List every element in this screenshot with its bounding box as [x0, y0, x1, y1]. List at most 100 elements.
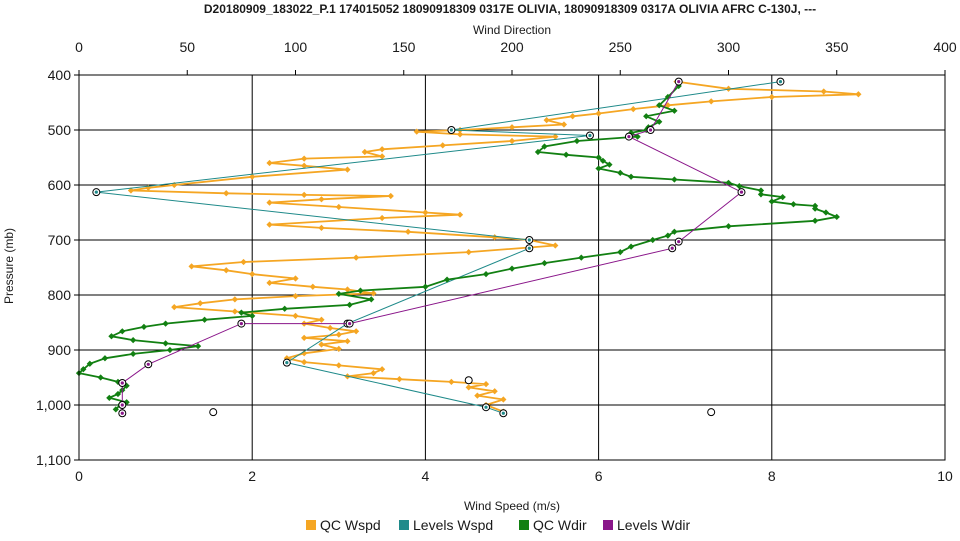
- legend-swatch: [603, 520, 613, 530]
- data-point: [301, 191, 308, 199]
- data-point: [119, 328, 126, 335]
- series-line: [130, 80, 859, 413]
- legend-swatch: [519, 520, 529, 530]
- plot-area-frame: [78, 74, 946, 461]
- series-levels-wdir: [118, 77, 746, 418]
- data-point: [301, 358, 308, 366]
- x2-tick-label: 400: [933, 39, 957, 55]
- data-point: [725, 223, 732, 230]
- data-point: [768, 93, 775, 101]
- level-marker-core: [677, 240, 681, 244]
- data-point: [456, 211, 464, 218]
- level-marker-core: [588, 133, 592, 138]
- bottom-axis-label: Wind Speed (m/s): [464, 499, 560, 513]
- data-point: [448, 378, 455, 386]
- data-point: [630, 105, 637, 113]
- data-point: [266, 199, 273, 206]
- data-point: [353, 328, 360, 335]
- data-point: [292, 312, 299, 320]
- data-point: [335, 203, 342, 211]
- legend-label: Levels Wdir: [617, 517, 690, 533]
- data-point: [508, 137, 516, 145]
- data-point: [223, 190, 230, 197]
- x-tick-label: 6: [595, 468, 603, 484]
- data-point: [456, 131, 464, 138]
- data-point: [301, 334, 308, 342]
- level-marker-core: [677, 80, 681, 84]
- x2-tick-label: 100: [284, 39, 308, 55]
- data-point: [318, 341, 325, 348]
- level-marker-core: [449, 128, 453, 132]
- data-point: [656, 118, 663, 125]
- x-tick-label: 8: [768, 468, 776, 484]
- legend-swatch: [306, 520, 316, 530]
- data-point: [541, 259, 548, 267]
- level-marker-core: [739, 190, 744, 194]
- data-point: [281, 305, 288, 312]
- level-marker-core: [527, 238, 531, 242]
- data-point: [318, 224, 325, 232]
- data-point: [368, 296, 375, 303]
- data-point: [560, 121, 568, 128]
- data-point: [266, 279, 273, 287]
- data-point: [335, 362, 342, 369]
- level-marker-core: [627, 135, 631, 139]
- data-point: [266, 159, 273, 167]
- data-point: [491, 234, 498, 241]
- data-point: [335, 345, 342, 353]
- data-point: [361, 148, 368, 156]
- data-point: [500, 396, 507, 403]
- level-marker-core: [120, 411, 124, 415]
- legend-label: QC Wspd: [320, 517, 381, 533]
- legend-swatch: [399, 520, 409, 530]
- data-point: [378, 214, 386, 222]
- data-point: [344, 166, 351, 173]
- data-point: [101, 355, 109, 362]
- series-qc-wdir: [75, 82, 841, 413]
- x2-tick-label: 0: [75, 39, 83, 55]
- data-point: [301, 350, 308, 357]
- data-point: [197, 300, 204, 307]
- data-point: [357, 287, 364, 294]
- legend-label: QC Wdir: [533, 517, 587, 533]
- data-point: [595, 165, 602, 172]
- data-point: [370, 290, 377, 297]
- data-point: [811, 217, 819, 224]
- y-tick-label: 400: [48, 67, 72, 83]
- data-point: [491, 388, 498, 395]
- series-layer: [75, 77, 862, 418]
- data-point: [508, 124, 516, 131]
- data-point: [335, 290, 342, 298]
- data-point: [106, 394, 113, 401]
- level-marker-core: [348, 322, 352, 326]
- data-point: [569, 113, 576, 120]
- y-tick-label: 500: [48, 122, 72, 138]
- data-point: [627, 173, 635, 180]
- data-point: [162, 320, 169, 327]
- top-axis-label: Wind Direction: [473, 23, 551, 37]
- data-point: [474, 392, 481, 399]
- data-point: [656, 102, 663, 109]
- data-point: [171, 303, 178, 311]
- x-tick-label: 2: [248, 468, 256, 484]
- data-point: [327, 324, 334, 332]
- level-marker-core: [94, 190, 98, 194]
- data-point: [240, 258, 247, 266]
- data-point: [643, 113, 650, 120]
- x2-tick-label: 300: [717, 39, 741, 55]
- data-point: [443, 276, 451, 283]
- data-point: [97, 374, 104, 381]
- data-point: [855, 91, 862, 98]
- data-point: [318, 316, 325, 323]
- x2-tick-label: 200: [500, 39, 524, 55]
- data-point: [508, 265, 516, 272]
- data-point: [552, 242, 559, 249]
- x2-tick-label: 350: [825, 39, 849, 55]
- data-point: [543, 116, 550, 124]
- data-point: [465, 248, 472, 256]
- data-point: [404, 228, 412, 235]
- level-marker-core: [120, 381, 124, 385]
- data-point: [757, 191, 765, 198]
- data-point: [188, 263, 195, 270]
